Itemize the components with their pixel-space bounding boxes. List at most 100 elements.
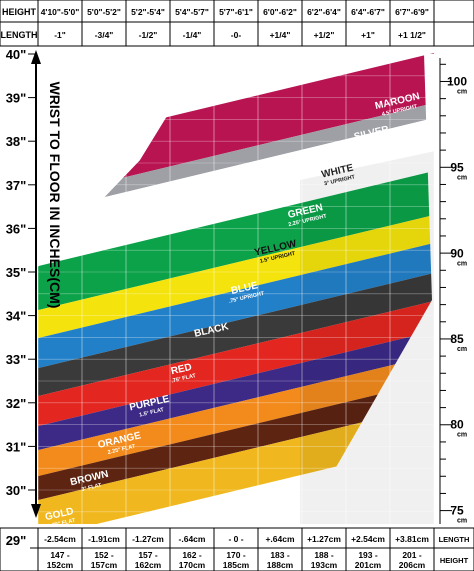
band-mask-top-left-2 <box>38 150 140 267</box>
cm-tick-label: 90 <box>450 246 464 260</box>
y-tick-label: 38" <box>6 134 27 149</box>
cm-unit: cm <box>457 260 467 267</box>
length-row-label: LENGTH <box>1 30 38 40</box>
height-cm-cell-bottom: 185cm <box>223 560 250 570</box>
length-row-label-bottom: LENGTH <box>439 535 470 544</box>
band-green <box>38 171 434 311</box>
cm-tick-label: 75 <box>450 503 464 517</box>
length-cell: +1 1/2" <box>398 30 426 40</box>
axes: 40" 39" 38" 37" 36" 35" 34" 33" 32" 31" 30" 29" WRIS… <box>6 47 468 548</box>
height-cm-cell-bottom: 162cm <box>135 560 162 570</box>
height-cell: 4'10"-5'0" <box>41 7 80 17</box>
length-cell: +1/2" <box>314 30 335 40</box>
height-cell: 5'7"-6'1" <box>219 7 253 17</box>
y-axis-arrow-up <box>31 50 41 64</box>
height-cm-cell-bottom: 157cm <box>91 560 118 570</box>
height-cell: 5'2"-5'4" <box>131 7 165 17</box>
band-angle: .75° FLAT <box>171 373 197 385</box>
length-cm-cell: -1.27cm <box>132 534 164 544</box>
band-black <box>38 273 434 397</box>
cm-unit: cm <box>457 88 467 95</box>
height-cm-cell-top: 170 - <box>226 550 246 560</box>
band-yellow <box>38 215 434 339</box>
y-tick-label: 34" <box>6 309 27 324</box>
length-cm-cell: +1.27cm <box>307 534 341 544</box>
cm-tick-label: 85 <box>450 332 464 346</box>
table-box <box>0 527 474 571</box>
length-cell: +1" <box>361 30 375 40</box>
grid-layer <box>38 46 434 524</box>
height-cm-cell-bottom: 201cm <box>355 560 382 570</box>
length-cell: -3/4" <box>95 30 114 40</box>
cm-unit: cm <box>457 346 467 353</box>
band-name: RED <box>170 362 193 377</box>
length-cm-cell: -.64cm <box>179 534 206 544</box>
height-cm-cell-bottom: 193cm <box>311 560 338 570</box>
length-cell: -0- <box>231 30 242 40</box>
height-cell: 6'2"-6'4" <box>307 7 341 17</box>
length-cell: +1/4" <box>270 30 291 40</box>
height-cell: 6'4"-6'7" <box>351 7 385 17</box>
y-tick-label: 33" <box>6 352 27 367</box>
cm-unit: cm <box>457 432 467 439</box>
y-axis-label: WRIST TO FLOOR IN INCHES(CM) <box>47 82 63 309</box>
height-cm-cell-top: 193 - <box>358 550 378 560</box>
band-brown <box>38 381 434 501</box>
length-cm-cell: +3.81cm <box>395 534 429 544</box>
y-tick-label: 37" <box>6 178 27 193</box>
height-cell: 5'0"-5'2" <box>87 7 121 17</box>
length-cm-cell: - 0 - <box>228 534 243 544</box>
length-cm-cell: +.64cm <box>265 534 295 544</box>
band-shade <box>300 151 434 524</box>
length-cm-cell: +2.54cm <box>351 534 385 544</box>
cm-unit: cm <box>457 517 467 524</box>
y-tick-label: 31" <box>6 439 27 454</box>
height-cm-cell-top: 183 - <box>270 550 290 560</box>
band-white <box>38 118 434 267</box>
length-cell: -1" <box>54 30 66 40</box>
height-row-label-bottom: HEIGHT <box>440 556 469 565</box>
y-axis-arrow-down <box>31 504 41 518</box>
length-cell: -1/2" <box>139 30 158 40</box>
band-blue <box>38 243 434 369</box>
height-cm-cell-top: 162 - <box>182 550 202 560</box>
band-mask-right <box>424 54 434 300</box>
y-tick-label: 39" <box>6 91 27 106</box>
y-tick-label: 40" <box>6 47 27 62</box>
cm-tick-label: 100 <box>447 74 467 88</box>
y-tick-label: 35" <box>6 265 27 280</box>
length-cm-cell: -2.54cm <box>44 534 76 544</box>
band-orange <box>38 355 434 477</box>
height-row-label: HEIGHT <box>2 7 37 17</box>
band-purple <box>38 331 434 451</box>
band-angle: 1.5° FLAT <box>139 407 165 419</box>
height-cm-cell-bottom: 152cm <box>47 560 74 570</box>
height-cm-cell-top: 152 - <box>94 550 114 560</box>
height-cm-cell-bottom: 170cm <box>179 560 206 570</box>
cm-unit: cm <box>457 174 467 181</box>
height-cm-cell-bottom: 206cm <box>399 560 426 570</box>
height-cm-cell-top: 147 - <box>50 550 70 560</box>
length-cell: -1/4" <box>183 30 202 40</box>
band-gold <box>38 405 434 524</box>
band-silver <box>38 103 434 214</box>
height-cm-cell-top: 157 - <box>138 550 158 560</box>
height-cm-cell-top: 188 - <box>314 550 334 560</box>
y-tick-label: 29" <box>6 533 27 548</box>
y-tick-label: 36" <box>6 221 27 236</box>
length-cm-cell: -1.91cm <box>88 534 120 544</box>
bands-layer <box>38 46 434 524</box>
height-cell: 6'0"-6'2" <box>263 7 297 17</box>
band-mask-bottom-right <box>303 300 434 524</box>
band-angle: 3° FLAT <box>81 482 103 493</box>
height-cm-cell-top: 201 - <box>402 550 422 560</box>
band-label-red: RED.75° FLAT <box>170 362 197 385</box>
table-box <box>0 0 474 47</box>
band-red <box>38 301 434 427</box>
y-tick-label: 32" <box>6 396 27 411</box>
height-cm-cell-bottom: 188cm <box>267 560 294 570</box>
y-tick-label: 30" <box>6 483 27 498</box>
